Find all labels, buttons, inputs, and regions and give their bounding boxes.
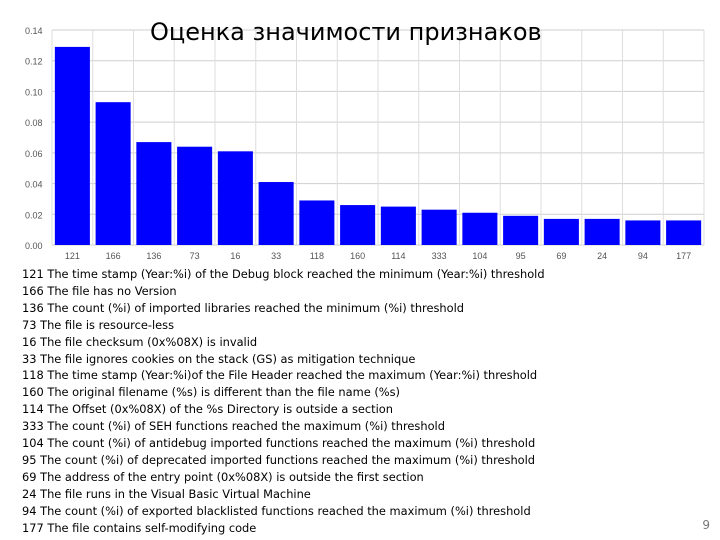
x-tick-label: 16	[230, 251, 240, 261]
legend-item: 160 The original filename (%s) is differ…	[22, 385, 400, 400]
bar-177	[666, 220, 702, 245]
bar-118	[299, 200, 335, 245]
legend-item: 333 The count (%i) of SEH functions reac…	[22, 419, 445, 434]
bar-166	[95, 102, 131, 245]
bar-114	[380, 206, 416, 245]
feature-importance-chart: 0.000.020.040.060.080.100.120.14 121 166 1…	[25, 26, 705, 261]
legend-item: 121 The time stamp (Year:%i) of the Debu…	[22, 267, 545, 281]
legend-item: 118 The time stamp (Year:%i)of the File …	[22, 368, 538, 383]
chart-grid	[51, 29, 705, 246]
bar-73	[177, 146, 213, 245]
x-tick-label: 114	[391, 251, 405, 261]
legend-item: 16 The file checksum (0x%08X) is invalid	[22, 334, 258, 349]
x-tick-label: 118	[310, 251, 324, 261]
bar-136	[136, 142, 172, 245]
legend-item: 24 The file runs in the Visual Basic Vir…	[22, 486, 311, 501]
legend-item: 33 The file ignores cookies on the stack…	[22, 351, 416, 366]
x-tick-label: 136	[146, 251, 161, 261]
x-tick-label: 160	[350, 251, 365, 261]
legend-item: 73 The file is resource-less	[22, 317, 175, 332]
legend-item: 166 The file has no Version	[22, 283, 177, 298]
bar-94	[625, 220, 661, 245]
feature-legend: 121 The time stamp (Year:%i) of the Debu…	[22, 266, 545, 537]
y-tick-label: 0.10	[25, 87, 43, 97]
legend-item: 177 The file contains self-modifying cod…	[22, 520, 257, 535]
y-tick-label: 0.12	[25, 57, 43, 67]
y-tick-label: 0.02	[25, 210, 43, 220]
bar-24	[584, 218, 620, 245]
x-tick-label: 95	[516, 251, 526, 261]
chart-title: Оценка значимости признаков	[150, 18, 542, 46]
bar-69	[543, 218, 579, 245]
x-tick-label: 24	[597, 251, 607, 261]
x-tick-label: 333	[432, 251, 447, 261]
x-tick-label: 177	[676, 251, 691, 261]
bar-333	[421, 209, 457, 245]
bar-160	[340, 205, 376, 245]
bar-95	[503, 215, 539, 245]
x-axis-ticks: 121 166 136 73 16 33 118 160 114 333 104 95 69 24 94 17…	[65, 251, 691, 261]
x-tick-label: 121	[65, 251, 80, 261]
x-tick-label: 104	[472, 251, 487, 261]
y-tick-label: 0.14	[25, 26, 43, 36]
x-tick-label: 166	[106, 251, 121, 261]
bar-16	[217, 151, 253, 245]
bars	[54, 46, 702, 246]
x-tick-label: 94	[638, 251, 648, 261]
legend-item: 114 The Offset (0x%08X) of the %s Direct…	[22, 402, 393, 417]
bar-121	[54, 46, 90, 246]
page-number: 9	[702, 518, 710, 532]
x-tick-label: 69	[556, 251, 566, 261]
y-tick-label: 0.04	[25, 180, 43, 190]
x-tick-label: 73	[190, 251, 200, 261]
y-tick-label: 0.06	[25, 149, 43, 159]
y-tick-label: 0.08	[25, 118, 43, 128]
bar-33	[258, 182, 294, 245]
x-tick-label: 33	[271, 251, 281, 261]
legend-item: 136 The count (%i) of imported libraries…	[22, 300, 465, 315]
legend-item: 69 The address of the entry point (0x%08…	[22, 469, 424, 484]
legend-item: 94 The count (%i) of exported blackliste…	[22, 503, 531, 518]
legend-item: 95 The count (%i) of deprecated imported…	[22, 452, 536, 467]
bar-104	[462, 212, 498, 245]
legend-item: 104 The count (%i) of antidebug imported…	[22, 436, 536, 451]
y-tick-label: 0.00	[25, 241, 43, 251]
y-axis-ticks: 0.00 0.02 0.04 0.06 0.08 0.10 0.12 0.14	[25, 26, 43, 251]
